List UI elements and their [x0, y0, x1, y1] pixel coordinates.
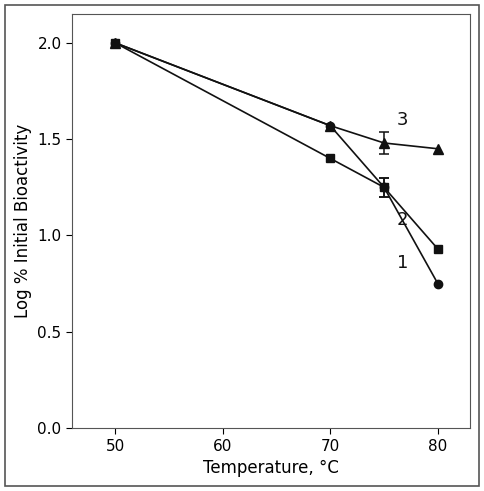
X-axis label: Temperature, °C: Temperature, °C — [203, 459, 339, 477]
Text: 2: 2 — [397, 211, 408, 229]
Y-axis label: Log % Initial Bioactivity: Log % Initial Bioactivity — [14, 124, 32, 318]
Text: 3: 3 — [397, 111, 408, 129]
Text: 1: 1 — [397, 254, 408, 273]
